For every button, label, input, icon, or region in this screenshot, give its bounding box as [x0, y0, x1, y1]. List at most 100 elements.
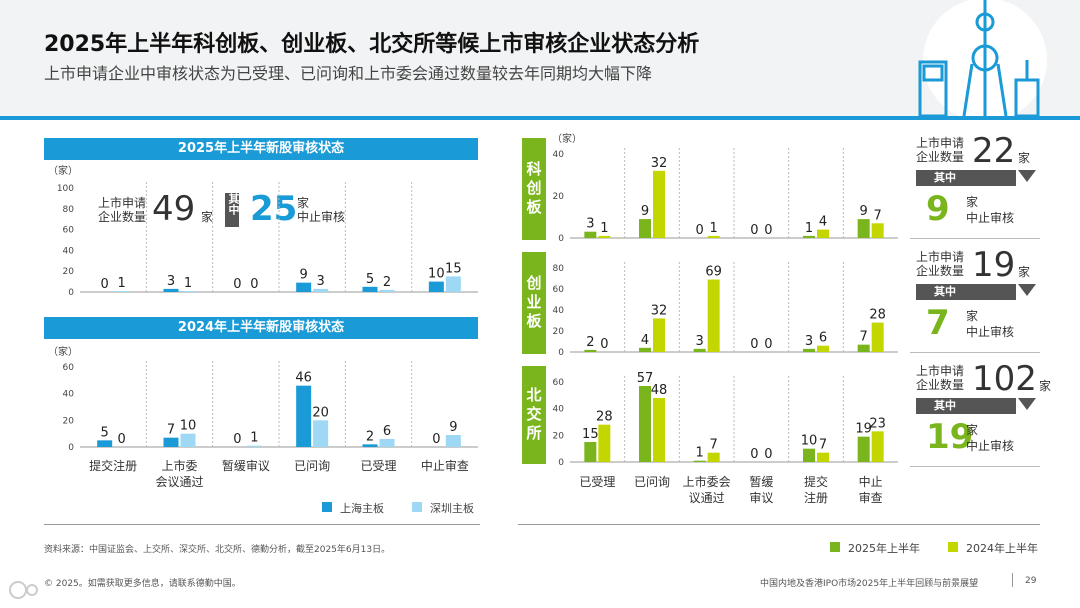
- data-label: 1: [696, 446, 704, 461]
- data-label: 20: [312, 405, 329, 420]
- y-tick-label: 60: [63, 226, 75, 236]
- chart-2025-title: 2025年上半年新股审核状态: [44, 138, 478, 160]
- data-label: 19: [855, 422, 872, 437]
- data-label: 28: [596, 410, 613, 425]
- footer-page: 29: [1025, 576, 1037, 586]
- bar-a: [296, 282, 312, 292]
- category-label: 已问询: [294, 459, 331, 473]
- stat-divider: [910, 352, 1040, 353]
- stat-total: 19: [972, 245, 1016, 285]
- bar-b: [598, 424, 611, 462]
- bar-a: [362, 286, 378, 292]
- data-label: 0: [118, 432, 126, 447]
- category-label: 中止审查: [858, 475, 883, 505]
- left-stat-unit: 家: [201, 210, 214, 224]
- bar-b: [817, 345, 829, 352]
- left-stat-count: 49: [152, 189, 196, 229]
- y-tick-label: 60: [63, 363, 75, 373]
- data-label: 32: [651, 303, 668, 318]
- data-label: 1: [184, 276, 192, 291]
- data-label: 10: [180, 419, 197, 434]
- y-tick-label: 0: [68, 443, 74, 453]
- triangle-icon: [1018, 398, 1036, 410]
- data-label: 0: [233, 432, 241, 447]
- bar-a: [362, 444, 378, 447]
- data-label: 2: [383, 275, 391, 290]
- panel-label-star: 科创板: [522, 138, 546, 240]
- skyline-icon: [918, 0, 1047, 116]
- data-label: 1: [805, 221, 813, 236]
- stat-label: 上市申请 企业数量: [916, 136, 965, 164]
- y-tick-label: 60: [553, 378, 565, 388]
- y-tick-label: 80: [63, 205, 75, 215]
- y-tick-label: 40: [553, 306, 565, 316]
- bar-b: [653, 318, 665, 352]
- left-divider: [44, 524, 480, 525]
- stat-tag: 其中: [916, 398, 1016, 414]
- bar-a: [163, 437, 179, 447]
- bar-b: [313, 288, 329, 292]
- data-label: 0: [750, 447, 758, 462]
- page-subtitle: 上市申请企业中审核状态为已受理、已问询和上市委会通过数量较去年同期均大幅下降: [44, 64, 653, 83]
- y-tick-label: 0: [68, 288, 74, 298]
- data-label: 1: [710, 221, 718, 236]
- data-label: 1: [600, 221, 608, 236]
- bar-b: [707, 452, 720, 462]
- data-label: 28: [869, 308, 886, 323]
- data-label: 10: [801, 434, 818, 449]
- stat-divider: [910, 466, 1040, 467]
- legend-label-2025: 2025年上半年: [848, 542, 920, 555]
- triangle-icon: [1018, 284, 1036, 296]
- y-tick-label: 20: [553, 192, 565, 202]
- data-label: 0: [432, 432, 440, 447]
- data-label: 7: [710, 438, 718, 453]
- bar-b: [445, 435, 461, 447]
- bar-a: [803, 348, 815, 352]
- category-label: 已受理: [579, 475, 616, 489]
- bar-b: [653, 398, 665, 462]
- data-label: 0: [600, 337, 608, 352]
- legend-label-sh: 上海主板: [340, 502, 384, 515]
- data-label: 7: [874, 208, 882, 223]
- stat-terminated: 19: [926, 417, 974, 457]
- left-stat-tag: 其中: [225, 193, 240, 227]
- category-label: 已问询: [633, 475, 670, 489]
- stat-terminated: 9: [926, 189, 950, 229]
- category-label: 上市委会议通过: [682, 475, 731, 505]
- bar-a: [584, 231, 597, 238]
- data-label: 9: [449, 420, 457, 435]
- data-label: 0: [696, 223, 704, 238]
- bar-a: [857, 344, 870, 352]
- data-label: 32: [651, 156, 668, 171]
- footer-source: 资料来源：中国证监会、上交所、深交所、北交所、德勤分析，截至2025年6月13日…: [44, 545, 391, 555]
- bar-a: [639, 219, 651, 238]
- y-tick-label: 40: [63, 390, 75, 400]
- bar-b: [379, 289, 395, 292]
- data-label: 5: [101, 425, 109, 440]
- right-category-axis: 已受理 已问询 上市委会 议通过 暂缓 审议 提交 注册 中止 审查: [548, 474, 900, 514]
- y-tick-label: 20: [63, 416, 75, 426]
- stat-divider: [910, 238, 1040, 239]
- data-label: 0: [750, 337, 758, 352]
- left-category-axis: 提交注册 上市委 会议通过 暂缓审议 已问询 已受理 中止审查: [44, 458, 480, 498]
- data-label: 3: [317, 274, 325, 289]
- bar-b: [379, 439, 395, 447]
- footer-doc-title: 中国内地及香港IPO市场2025年上半年回顾与前景展望: [760, 579, 979, 589]
- stat-label: 上市申请 企业数量: [916, 250, 965, 278]
- bar-b: [180, 290, 196, 292]
- bar-b: [445, 276, 461, 292]
- y-tick-label: 40: [63, 246, 75, 256]
- right-divider: [518, 524, 1040, 525]
- bar-b: [180, 433, 196, 447]
- data-label: 6: [819, 331, 827, 346]
- data-label: 1: [118, 276, 126, 291]
- bar-b: [707, 235, 720, 238]
- legend-swatch-sh: [322, 502, 332, 512]
- y-tick-label: 40: [553, 150, 565, 160]
- y-tick-label: 0: [558, 234, 564, 242]
- chart-gem: 0 20 40 60 80 2 4 3 0 3 7 0 32 69 0 6 28: [553, 262, 898, 356]
- left-stat-label: 上市申请 企业数量: [98, 196, 147, 224]
- data-label: 0: [764, 337, 772, 352]
